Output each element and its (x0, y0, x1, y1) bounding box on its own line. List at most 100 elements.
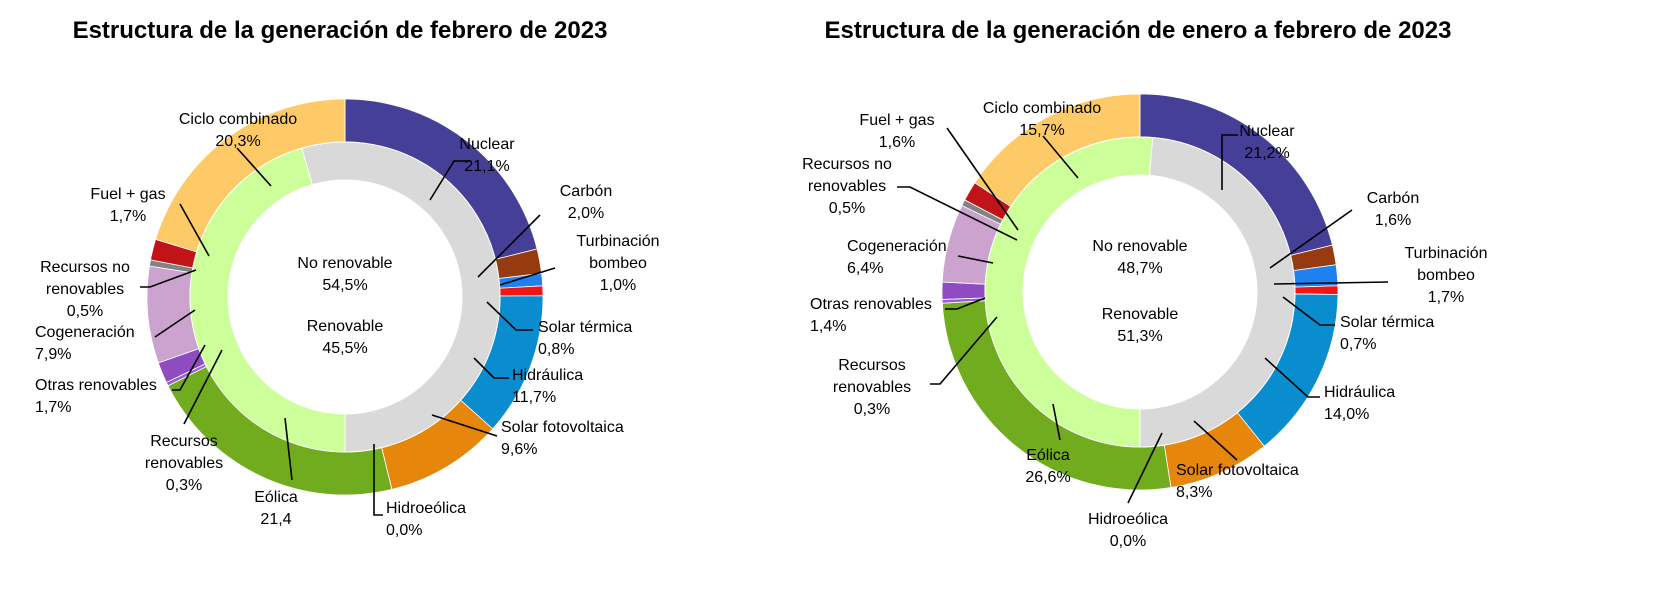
center-label-no-renovable-line: 54,5% (322, 277, 367, 294)
label-recursos-renovables-line: renovables (833, 379, 911, 396)
donut-chart-2: Estructura de la generación de enero a f… (802, 17, 1487, 550)
label-hidraulica-line: 11,7% (512, 389, 556, 406)
label-ciclo-combinado-line: 15,7% (1019, 122, 1064, 139)
label-cogeneracion: Cogeneración 6,4% (847, 238, 947, 277)
label-cogeneracion-line: 6,4% (847, 260, 883, 277)
label-hidroeolica-line: 0,0% (386, 522, 422, 539)
label-hidroeolica: Hidroeólica 0,0% (1088, 511, 1168, 550)
label-ciclo-combinado: Ciclo combinado 20,3% (179, 111, 297, 150)
label-carbon-line: Carbón (1367, 190, 1419, 207)
center-label-no-renovable: No renovable 54,5% (297, 255, 392, 294)
label-otras-renovables: Otras renovables 1,7% (35, 377, 157, 416)
label-solar-fotovoltaica: Solar fotovoltaica 8,3% (1176, 462, 1299, 501)
label-solar-termica-line: 0,7% (1340, 336, 1376, 353)
label-carbon-line: Carbón (560, 183, 612, 200)
leader-line-cogeneracion (154, 309, 196, 338)
label-recursos-no-renovables-line: 0,5% (67, 303, 103, 320)
label-otras-renovables-line: 1,7% (35, 399, 71, 416)
label-nuclear: Nuclear 21,1% (459, 136, 515, 175)
label-recursos-renovables-line: Recursos (838, 357, 906, 374)
leader-line-hidraulica (1264, 357, 1320, 398)
leader-line-recursos-renovables (183, 349, 223, 425)
label-hidroeolica-line: 0,0% (1110, 533, 1146, 550)
label-hidraulica: Hidráulica 11,7% (512, 367, 583, 406)
label-fuel-gas: Fuel + gas 1,7% (90, 186, 165, 225)
label-solar-termica: Solar térmica 0,7% (1340, 314, 1434, 353)
leader-line-otras-renovables (172, 344, 206, 391)
label-recursos-no-renovables-line: 0,5% (829, 200, 865, 217)
label-eolica: Eólica 21,4 (254, 489, 298, 528)
label-solar-fotovoltaica-line: 9,6% (501, 441, 537, 458)
label-recursos-no-renovables-line: Recursos no (40, 259, 130, 276)
label-recursos-renovables: Recursos renovables 0,3% (145, 433, 223, 494)
label-hidraulica-line: Hidráulica (512, 367, 583, 384)
leader-line-solar-termica (1282, 296, 1335, 326)
label-turbinacion: Turbinación bombeo 1,7% (1404, 245, 1487, 306)
label-nuclear-line: Nuclear (1239, 123, 1295, 140)
center-label-renovable-line: 45,5% (322, 340, 367, 357)
leader-line-hidraulica (473, 357, 509, 379)
label-hidraulica: Hidráulica 14,0% (1324, 384, 1395, 423)
inner-slice-no-renovable (301, 141, 501, 453)
center-label-no-renovable: No renovable 48,7% (1092, 238, 1187, 277)
label-cogeneracion-line: Cogeneración (35, 324, 135, 341)
leader-line-fuel-gas (946, 127, 1019, 231)
label-hidraulica-line: Hidráulica (1324, 384, 1395, 401)
label-carbon-line: 2,0% (568, 205, 604, 222)
label-turbinacion-line: bombeo (1417, 267, 1475, 284)
leader-line-hidroeolica (373, 444, 383, 516)
center-label-renovable-line: Renovable (1102, 306, 1179, 323)
label-cogeneracion-line: 7,9% (35, 346, 71, 363)
label-solar-termica-line: Solar térmica (1340, 314, 1434, 331)
label-eolica-line: Eólica (254, 489, 298, 506)
leader-line-cogeneracion (957, 255, 994, 264)
label-recursos-renovables-line: 0,3% (854, 401, 890, 418)
inner-slice-no-renovable (1139, 136, 1296, 448)
label-ciclo-combinado-line: Ciclo combinado (983, 100, 1101, 117)
chart-title: Estructura de la generación de febrero d… (73, 17, 608, 44)
label-cogeneracion: Cogeneración 7,9% (35, 324, 135, 363)
label-solar-termica-line: 0,8% (538, 341, 574, 358)
label-recursos-renovables-line: renovables (145, 455, 223, 472)
leader-line-nuclear (1221, 134, 1238, 190)
label-otras-renovables-line: 1,4% (810, 318, 846, 335)
label-turbinacion-line: 1,7% (1428, 289, 1464, 306)
label-solar-termica: Solar térmica 0,8% (538, 319, 632, 358)
label-recursos-no-renovables: Recursos no renovables 0,5% (40, 259, 130, 320)
label-recursos-renovables: Recursos renovables 0,3% (833, 357, 911, 418)
label-eolica: Eólica 26,6% (1025, 447, 1070, 486)
leader-line-solar-termica (486, 301, 533, 331)
leader-line-turbinacion (499, 267, 556, 286)
label-fuel-gas-line: Fuel + gas (859, 112, 934, 129)
label-recursos-no-renovables-line: renovables (808, 178, 886, 195)
chart-title: Estructura de la generación de enero a f… (825, 17, 1452, 44)
label-carbon: Carbón 2,0% (560, 183, 612, 222)
label-solar-fotovoltaica-line: Solar fotovoltaica (501, 419, 624, 436)
leader-line-ciclo-combinado (1042, 135, 1079, 179)
label-hidroeolica-line: Hidroeólica (386, 500, 466, 517)
leader-line-eolica (284, 417, 293, 481)
label-solar-fotovoltaica-line: Solar fotovoltaica (1176, 462, 1299, 479)
label-turbinacion-line: Turbinación (1404, 245, 1487, 262)
label-turbinacion: Turbinación bombeo 1,0% (576, 233, 659, 294)
leader-line-eolica (1052, 403, 1061, 441)
center-label-renovable-line: Renovable (307, 318, 384, 335)
leader-line-ciclo-combinado (236, 147, 272, 187)
label-eolica-line: 21,4 (260, 511, 291, 528)
leader-line-turbinacion (1273, 281, 1389, 285)
center-label-renovable-line: 51,3% (1117, 328, 1162, 345)
label-ciclo-combinado: Ciclo combinado 15,7% (983, 100, 1101, 139)
label-turbinacion-line: 1,0% (600, 277, 636, 294)
label-hidraulica-line: 14,0% (1324, 406, 1369, 423)
label-solar-fotovoltaica-line: 8,3% (1176, 484, 1212, 501)
center-label-renovable: Renovable 51,3% (1102, 306, 1179, 345)
leader-line-solar-fotovoltaica (1193, 420, 1238, 461)
label-recursos-renovables-line: Recursos (150, 433, 218, 450)
label-fuel-gas-line: Fuel + gas (90, 186, 165, 203)
label-recursos-no-renovables: Recursos no renovables 0,5% (802, 156, 892, 217)
label-nuclear: Nuclear 21,2% (1239, 123, 1295, 162)
donut-chart-1: Estructura de la generación de febrero d… (35, 17, 660, 539)
label-hidroeolica: Hidroeólica 0,0% (386, 500, 466, 539)
inner-slice-renovable (189, 147, 346, 453)
